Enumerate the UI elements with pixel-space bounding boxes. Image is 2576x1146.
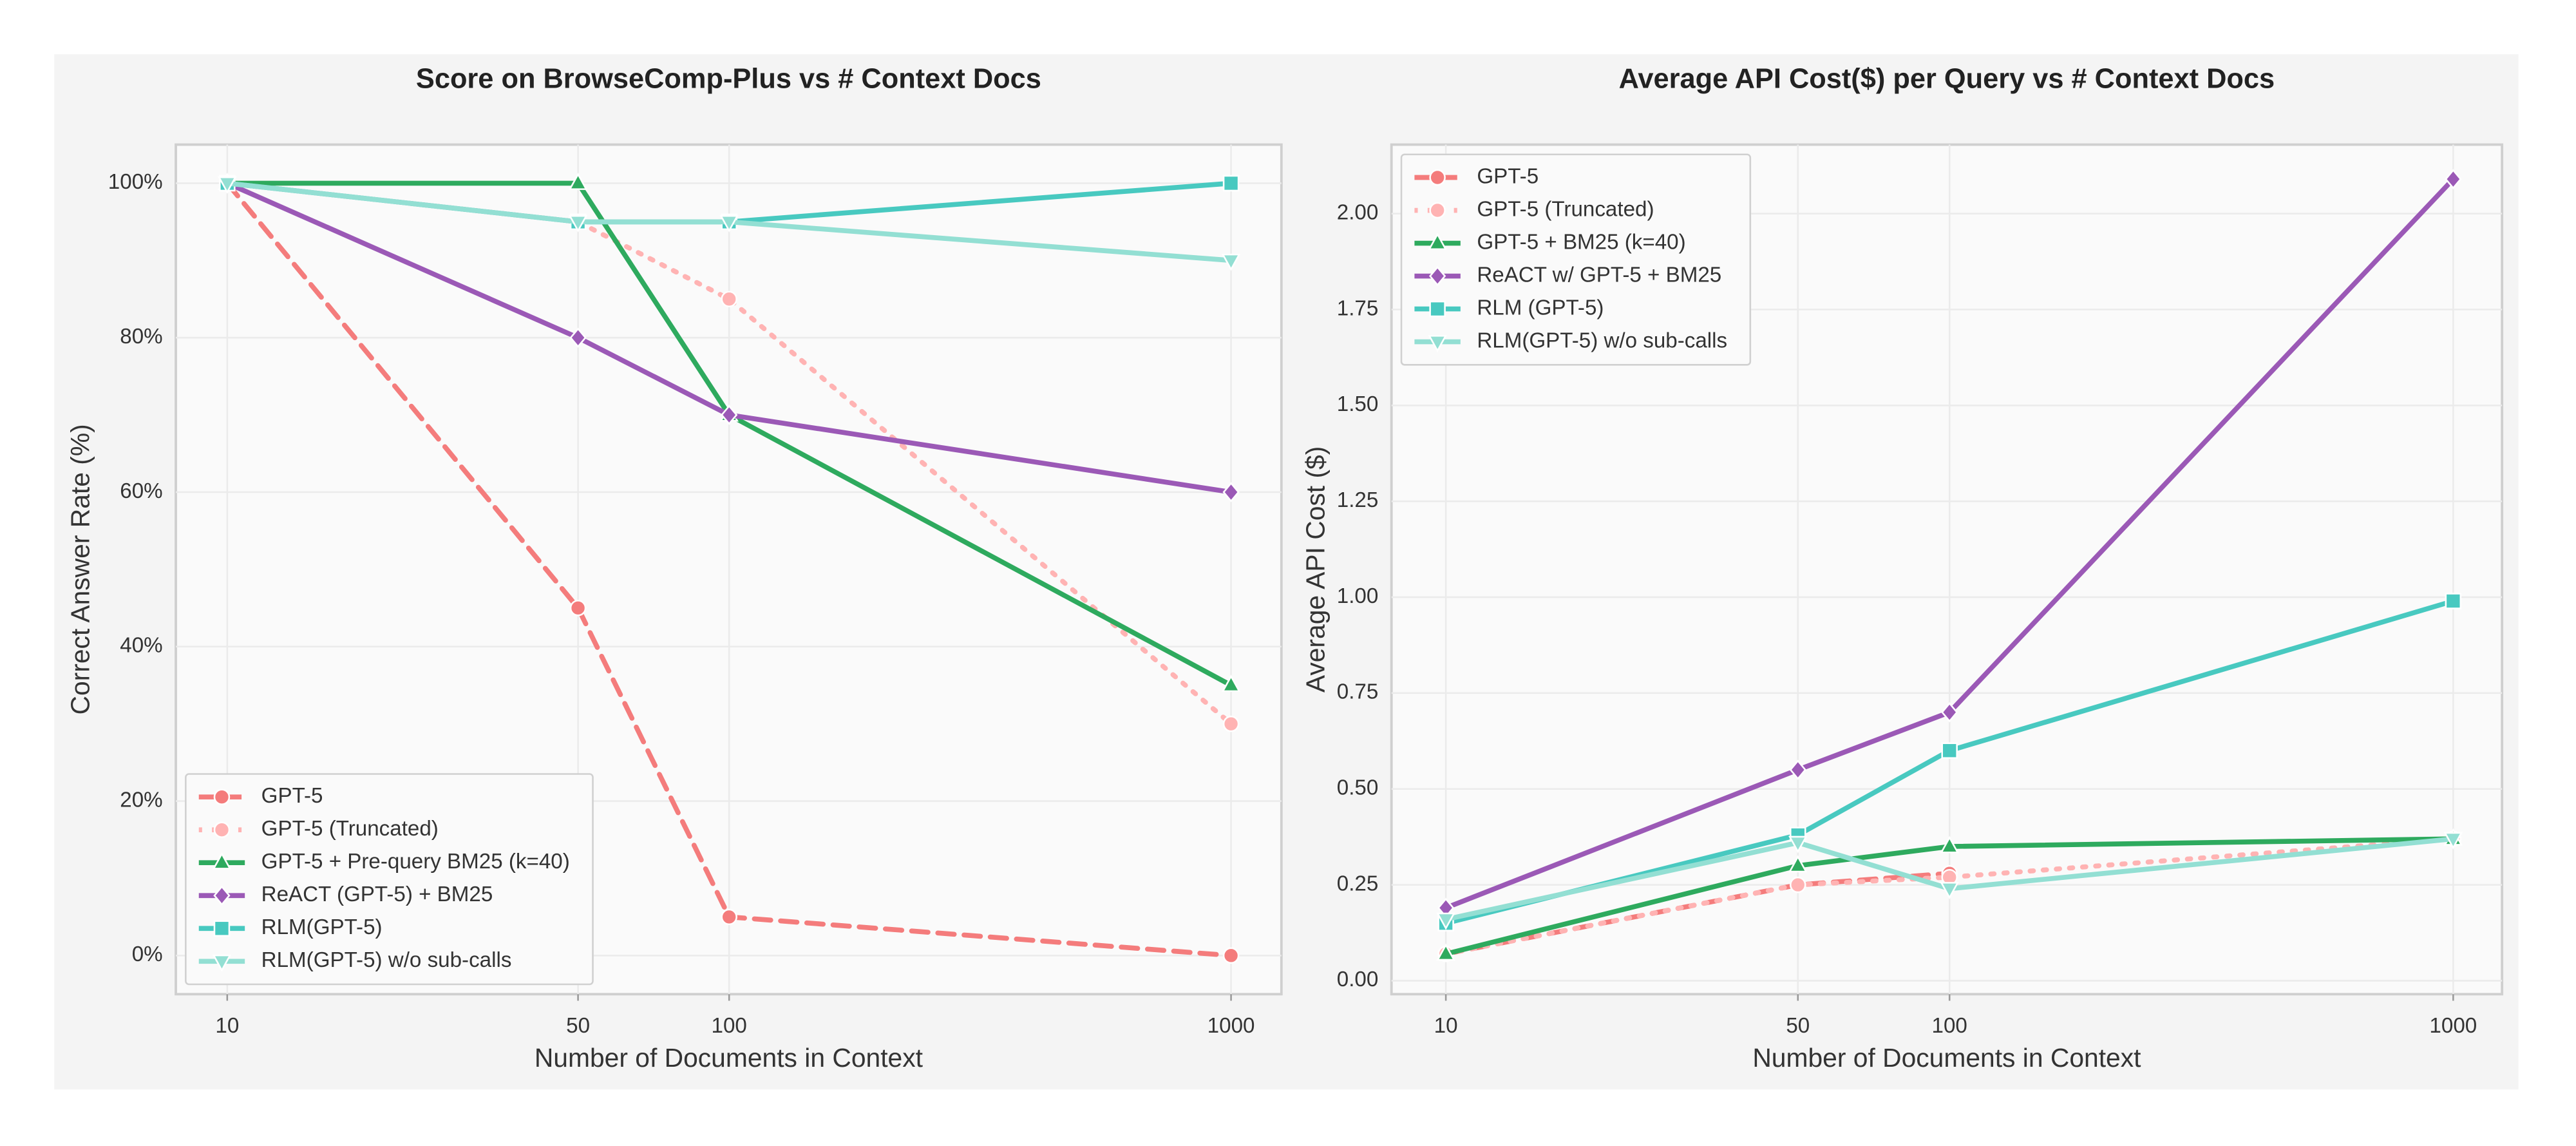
legend-marker bbox=[212, 954, 232, 972]
series-line bbox=[224, 180, 1234, 495]
x-tick-label: 1000 bbox=[2429, 1014, 2477, 1038]
marker bbox=[2445, 169, 2462, 189]
series-line bbox=[224, 180, 1234, 263]
marker bbox=[1788, 855, 1808, 873]
legend-label: GPT-5 bbox=[1477, 164, 1539, 188]
legend-label: ReACT w/ GPT-5 + BM25 bbox=[1477, 263, 1721, 287]
legend-marker bbox=[213, 920, 231, 937]
legend-label: RLM(GPT-5) bbox=[261, 915, 383, 939]
x-tick-label: 100 bbox=[1932, 1014, 1967, 1038]
legend-box bbox=[185, 773, 594, 986]
y-tick-label: 1.00 bbox=[1337, 584, 1379, 608]
marker bbox=[1940, 836, 1959, 854]
marker bbox=[2443, 832, 2463, 850]
legend-marker bbox=[213, 788, 231, 805]
x-tick-label: 10 bbox=[1434, 1014, 1458, 1038]
legend-label: GPT-5 + BM25 (k=40) bbox=[1477, 230, 1685, 254]
series-line bbox=[1443, 177, 2456, 911]
y-tick-label: 1.50 bbox=[1337, 392, 1379, 416]
legend-marker bbox=[1429, 169, 1446, 186]
x-axis-label: Number of Documents in Context bbox=[1752, 1043, 2141, 1073]
legend-label: GPT-5 bbox=[261, 784, 323, 808]
y-tick-label: 0.75 bbox=[1337, 680, 1379, 704]
marker bbox=[568, 215, 588, 233]
marker bbox=[721, 908, 737, 926]
marker bbox=[1788, 836, 1808, 854]
series-line bbox=[224, 180, 1234, 959]
marker bbox=[1790, 876, 1806, 893]
marker bbox=[2445, 593, 2462, 609]
x-tick-label: 1000 bbox=[1208, 1014, 1255, 1038]
y-axis-label: Average API Cost ($) bbox=[1301, 446, 1331, 692]
legend: GPT-5 GPT-5 (Truncated) GPT-5 + Pre-query … bbox=[185, 773, 594, 986]
y-tick-label: 0.25 bbox=[1337, 872, 1379, 895]
marker bbox=[1789, 759, 1806, 780]
series-line bbox=[1443, 836, 2456, 957]
x-tick-label: 100 bbox=[712, 1014, 747, 1038]
marker bbox=[1221, 253, 1241, 271]
marker bbox=[721, 405, 738, 425]
legend-marker bbox=[1428, 265, 1446, 287]
marker bbox=[1436, 912, 1455, 930]
x-tick-label: 50 bbox=[566, 1014, 590, 1038]
marker bbox=[1940, 882, 1959, 899]
y-tick-label: 0.00 bbox=[1337, 968, 1379, 991]
legend-marker bbox=[213, 885, 231, 906]
marker bbox=[1222, 947, 1240, 964]
marker bbox=[1221, 674, 1241, 692]
series-line bbox=[1443, 836, 2456, 957]
marker bbox=[1941, 702, 1958, 723]
marker bbox=[1941, 742, 1958, 759]
legend-marker bbox=[1429, 300, 1446, 318]
x-tick-label: 10 bbox=[215, 1014, 239, 1038]
y-tick-label: 40% bbox=[120, 634, 162, 658]
y-tick-label: 80% bbox=[120, 325, 162, 349]
marker bbox=[719, 215, 739, 233]
marker bbox=[1222, 482, 1240, 502]
legend: GPT-5 GPT-5 (Truncated) GPT-5 + BM25 (k=40… bbox=[1400, 153, 1752, 366]
marker bbox=[568, 173, 588, 190]
y-tick-label: 60% bbox=[120, 479, 162, 503]
legend-label: RLM(GPT-5) w/o sub-calls bbox=[261, 948, 512, 972]
series-line bbox=[224, 180, 1234, 688]
y-tick-label: 0.50 bbox=[1337, 776, 1379, 800]
legend-box bbox=[1400, 153, 1752, 366]
legend-label: RLM(GPT-5) w/o sub-calls bbox=[1477, 329, 1727, 352]
y-tick-label: 100% bbox=[108, 170, 163, 194]
legend-label: GPT-5 + Pre-query BM25 (k=40) bbox=[261, 850, 570, 874]
chart-title: Score on BrowseComp-Plus vs # Context Do… bbox=[416, 63, 1041, 94]
marker bbox=[218, 176, 237, 194]
y-tick-label: 1.25 bbox=[1337, 488, 1379, 512]
y-axis-label: Correct Answer Rate (%) bbox=[65, 424, 95, 714]
chart-title: Average API Cost($) per Query vs # Conte… bbox=[1619, 63, 2275, 94]
marker bbox=[1222, 175, 1240, 192]
legend-label: ReACT (GPT-5) + BM25 bbox=[261, 883, 493, 906]
legend-marker bbox=[213, 821, 231, 838]
marker bbox=[569, 600, 587, 616]
legend-marker bbox=[1428, 233, 1447, 250]
legend-marker bbox=[212, 852, 232, 870]
legend-label: GPT-5 (Truncated) bbox=[1477, 197, 1654, 221]
y-tick-label: 0% bbox=[132, 942, 163, 966]
legend-label: GPT-5 (Truncated) bbox=[261, 817, 439, 841]
y-tick-label: 20% bbox=[120, 788, 162, 812]
marker bbox=[1222, 715, 1240, 732]
legend-marker bbox=[1429, 202, 1446, 219]
marker bbox=[569, 327, 587, 348]
series-line bbox=[1443, 836, 2456, 922]
marker bbox=[721, 291, 737, 308]
y-tick-label: 2.00 bbox=[1337, 200, 1379, 224]
x-tick-label: 50 bbox=[1786, 1014, 1810, 1038]
x-axis-label: Number of Documents in Context bbox=[535, 1043, 923, 1073]
legend-label: RLM (GPT-5) bbox=[1477, 296, 1604, 320]
y-tick-label: 1.75 bbox=[1337, 296, 1379, 320]
legend-marker bbox=[1428, 335, 1447, 353]
marker bbox=[1436, 943, 1455, 961]
